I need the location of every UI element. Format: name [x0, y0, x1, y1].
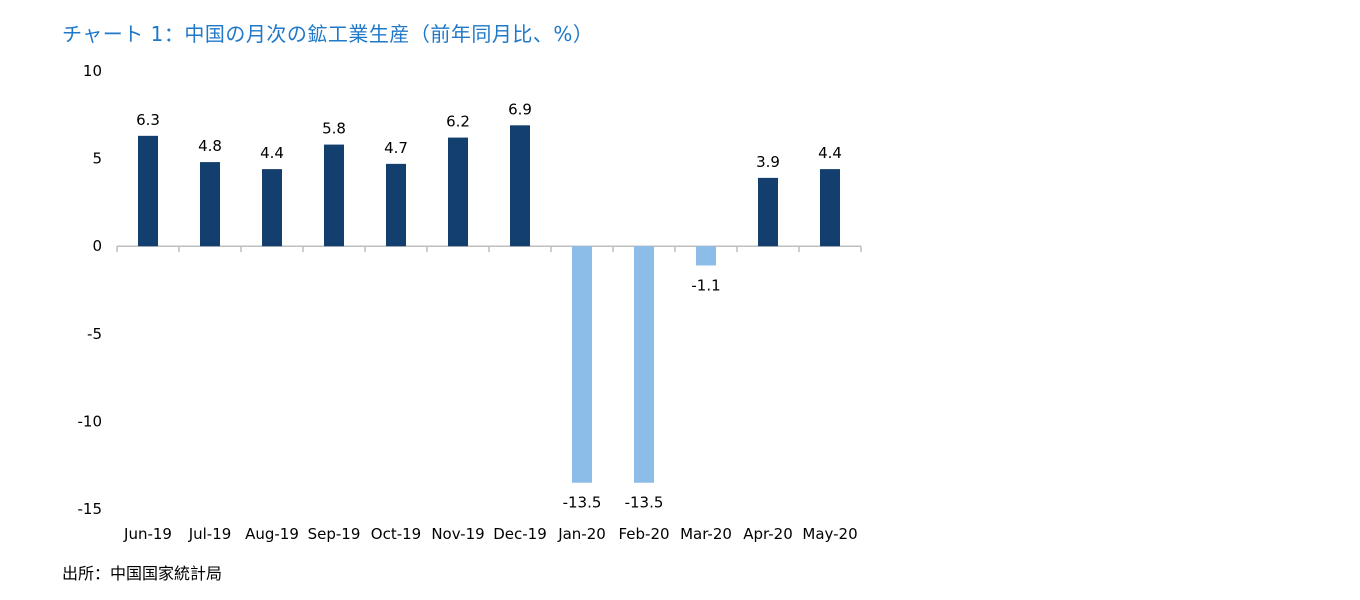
x-tick-label: Dec-19: [493, 525, 547, 543]
data-label: 4.7: [384, 139, 408, 157]
x-axis: [116, 245, 862, 253]
bar-may-20: [820, 169, 840, 247]
bar-jun-19: [138, 135, 158, 247]
data-label: 4.8: [198, 137, 222, 155]
x-tick-label: Mar-20: [680, 525, 732, 543]
data-label: 5.8: [322, 120, 346, 138]
y-tick-label: 0: [92, 237, 102, 255]
data-label: 4.4: [260, 144, 284, 162]
bar-nov-19: [448, 137, 468, 247]
bars: [138, 125, 840, 483]
data-label: 6.9: [508, 100, 532, 118]
y-tick-label: 10: [83, 62, 102, 80]
bar-oct-19: [386, 163, 406, 247]
bar-feb-20: [634, 246, 654, 483]
data-labels: 6.3 4.8 4.4 5.8 4.7 6.2 6.9 -13.5 -13.5 -1.1 3.9 4.…: [136, 100, 842, 511]
bar-mar-20: [696, 246, 716, 266]
y-tick-label: -15: [78, 500, 103, 518]
bar-apr-20: [758, 177, 778, 247]
x-tick-label: Oct-19: [371, 525, 421, 543]
bar-sep-19: [324, 144, 344, 247]
y-tick-label: -5: [87, 325, 102, 343]
data-label: -13.5: [563, 494, 602, 512]
data-label: 6.2: [446, 113, 470, 131]
x-tick-label: Feb-20: [618, 525, 669, 543]
bar-aug-19: [262, 169, 282, 247]
bar-jul-19: [200, 162, 220, 247]
x-tick-label: Jul-19: [188, 525, 232, 543]
source-note: 出所：中国国家統計局: [62, 564, 223, 583]
data-label: -1.1: [691, 276, 720, 294]
data-label: 4.4: [818, 144, 842, 162]
x-tick-label: Jan-20: [557, 525, 606, 543]
x-tick-label: Sep-19: [308, 525, 361, 543]
y-tick-label: -10: [78, 412, 103, 430]
chart-title: チャート 1：中国の月次の鉱工業生産（前年同月比、%）: [62, 22, 594, 46]
x-tick-label: Jun-19: [123, 525, 172, 543]
data-label: 6.3: [136, 111, 160, 129]
bar-dec-19: [510, 125, 530, 247]
x-tick-labels: Jun-19 Jul-19 Aug-19 Sep-19 Oct-19 Nov-19 Dec-…: [123, 525, 858, 543]
x-tick-label: Apr-20: [743, 525, 793, 543]
x-tick-label: May-20: [802, 525, 857, 543]
x-tick-label: Aug-19: [245, 525, 299, 543]
x-tick-label: Nov-19: [431, 525, 484, 543]
data-label: 3.9: [756, 153, 780, 171]
data-label: -13.5: [625, 494, 664, 512]
bar-jan-20: [572, 246, 592, 483]
y-tick-label: 5: [92, 150, 102, 168]
y-axis: 10 5 0 -5 -10 -15: [78, 62, 103, 518]
